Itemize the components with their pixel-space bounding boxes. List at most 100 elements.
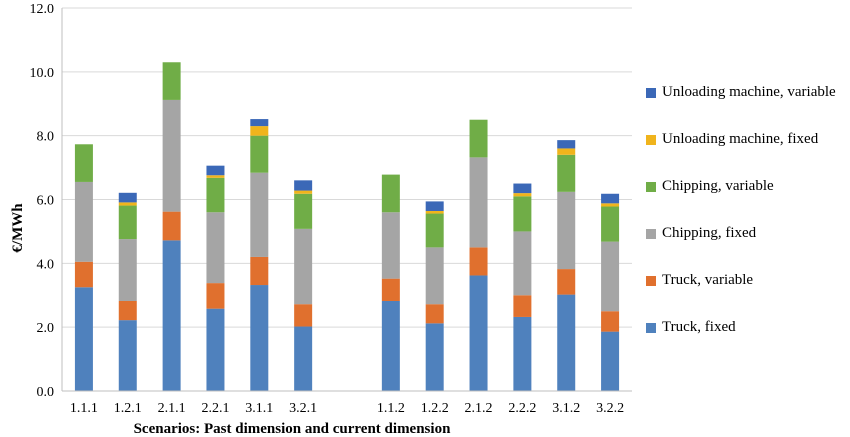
legend-label: Truck, fixed (662, 319, 736, 335)
x-tick-label: 3.2.2 (596, 401, 624, 416)
bar-segment-unloading-machine-fixed (557, 148, 576, 155)
legend-swatch (646, 181, 656, 192)
bar-segment-chipping-fixed (294, 228, 313, 305)
bar-segment-unloading-machine-fixed (294, 190, 313, 194)
bar-segment-truck-variable (294, 304, 313, 327)
bar-segment-truck-fixed (469, 275, 488, 391)
legend-label: Unloading machine, variable (662, 84, 836, 100)
y-tick-labels: 0.0 2.0 4.0 6.0 8.0 10.0 12.0 (30, 2, 55, 400)
bar-segment-chipping-variable (250, 135, 269, 173)
bar-segment-truck-variable (206, 283, 225, 309)
y-tick-label: 6.0 (37, 194, 55, 209)
bar-segment-truck-variable (601, 311, 620, 332)
legend-label: Chipping, variable (662, 178, 774, 194)
bar-segment-unloading-machine-variable (118, 192, 137, 203)
y-tick-label: 2.0 (37, 321, 55, 336)
x-tick-label: 2.1.1 (158, 401, 186, 416)
bar-segment-truck-fixed (206, 308, 225, 391)
bar-segment-unloading-machine-fixed (601, 203, 620, 207)
legend-label: Unloading machine, fixed (662, 131, 819, 147)
gridlines (62, 7, 632, 328)
bar-segment-truck-variable (162, 211, 181, 241)
x-tick-label: 1.1.2 (377, 401, 405, 416)
bar-segment-truck-fixed (601, 331, 620, 391)
y-tick-label: 0.0 (37, 385, 55, 400)
y-tick-label: 12.0 (30, 2, 55, 17)
x-tick-label: 3.2.1 (289, 401, 317, 416)
bar-segment-unloading-machine-fixed (250, 126, 269, 136)
legend-item: Chipping, fixed (646, 221, 846, 245)
bar-segment-chipping-fixed (381, 212, 400, 279)
bar-segment-unloading-machine-fixed (118, 202, 137, 206)
bar-segment-truck-variable (381, 278, 400, 301)
legend-swatch (646, 275, 656, 286)
y-tick-label: 10.0 (30, 66, 55, 81)
bar-segment-chipping-variable (469, 119, 488, 158)
bar-segment-chipping-variable (381, 174, 400, 213)
y-tick-label: 8.0 (37, 130, 55, 145)
bar-segment-truck-variable (425, 304, 444, 324)
bar-segment-chipping-fixed (469, 157, 488, 248)
bar-segment-unloading-machine-fixed (425, 210, 444, 214)
bar-segment-truck-fixed (74, 287, 93, 391)
y-axis-title: €/MWh (10, 203, 26, 253)
legend-label: Chipping, fixed (662, 225, 757, 241)
bar-segment-unloading-machine-variable (206, 165, 225, 176)
bar-segment-truck-fixed (381, 301, 400, 391)
bar-segment-truck-fixed (557, 294, 576, 391)
bar-segment-truck-variable (513, 295, 532, 317)
x-tick-label: 2.2.2 (508, 401, 536, 416)
bar-segment-chipping-variable (557, 154, 576, 192)
bar-segment-chipping-fixed (425, 247, 444, 305)
x-tick-label: 1.1.1 (70, 401, 98, 416)
x-tick-label: 2.1.2 (465, 401, 493, 416)
bar-segment-truck-fixed (513, 316, 532, 391)
bar-segment-unloading-machine-fixed (206, 175, 225, 178)
x-tick-label: 3.1.2 (552, 401, 580, 416)
bar-segment-truck-fixed (294, 326, 313, 391)
bar-segment-chipping-variable (601, 206, 620, 242)
bar-segment-chipping-fixed (74, 181, 93, 262)
bar-segment-truck-variable (118, 301, 137, 321)
axes (61, 8, 632, 392)
y-tick-label: 4.0 (37, 257, 55, 272)
bar-segment-unloading-machine-variable (294, 180, 313, 191)
legend: Unloading machine, variable Unloading mac… (646, 80, 846, 362)
x-axis-title: Scenarios: Past dimension and current di… (134, 421, 451, 437)
bar-segment-chipping-fixed (118, 239, 137, 301)
legend-swatch (646, 228, 656, 239)
x-tick-labels: 1.1.1 1.2.1 2.1.1 2.2.1 3.1.1 3.2.1 1.1.2 1.2.2… (70, 401, 624, 416)
legend-item: Truck, fixed (646, 315, 846, 339)
bar-segment-unloading-machine-fixed (513, 193, 532, 197)
x-tick-label: 1.2.2 (421, 401, 449, 416)
bar-segment-chipping-fixed (206, 212, 225, 284)
bars (74, 62, 620, 391)
bar-segment-unloading-machine-variable (557, 140, 576, 149)
legend-item: Truck, variable (646, 268, 846, 292)
legend-item: Chipping, variable (646, 174, 846, 198)
legend-swatch (646, 87, 656, 98)
bar-segment-chipping-variable (513, 196, 532, 232)
legend-swatch (646, 322, 656, 333)
legend-swatch (646, 134, 656, 145)
bar-segment-unloading-machine-variable (601, 193, 620, 204)
bar-segment-chipping-fixed (162, 99, 181, 212)
bar-segment-chipping-variable (118, 205, 137, 240)
bar-segment-truck-variable (557, 269, 576, 295)
bar-segment-chipping-fixed (513, 231, 532, 296)
legend-label: Truck, variable (662, 272, 754, 288)
bar-segment-truck-variable (469, 247, 488, 276)
bar-segment-chipping-variable (206, 177, 225, 213)
bar-segment-truck-variable (250, 256, 269, 286)
legend-item: Unloading machine, fixed (646, 127, 846, 151)
bar-segment-truck-fixed (162, 240, 181, 391)
bar-segment-chipping-variable (162, 62, 181, 100)
x-tick-label: 3.1.1 (245, 401, 273, 416)
bar-segment-chipping-variable (294, 193, 313, 229)
bar-segment-unloading-machine-variable (250, 119, 269, 127)
bar-segment-truck-fixed (250, 285, 269, 391)
bar-segment-unloading-machine-variable (513, 183, 532, 194)
bar-segment-chipping-fixed (250, 172, 269, 257)
bar-segment-chipping-fixed (601, 241, 620, 312)
